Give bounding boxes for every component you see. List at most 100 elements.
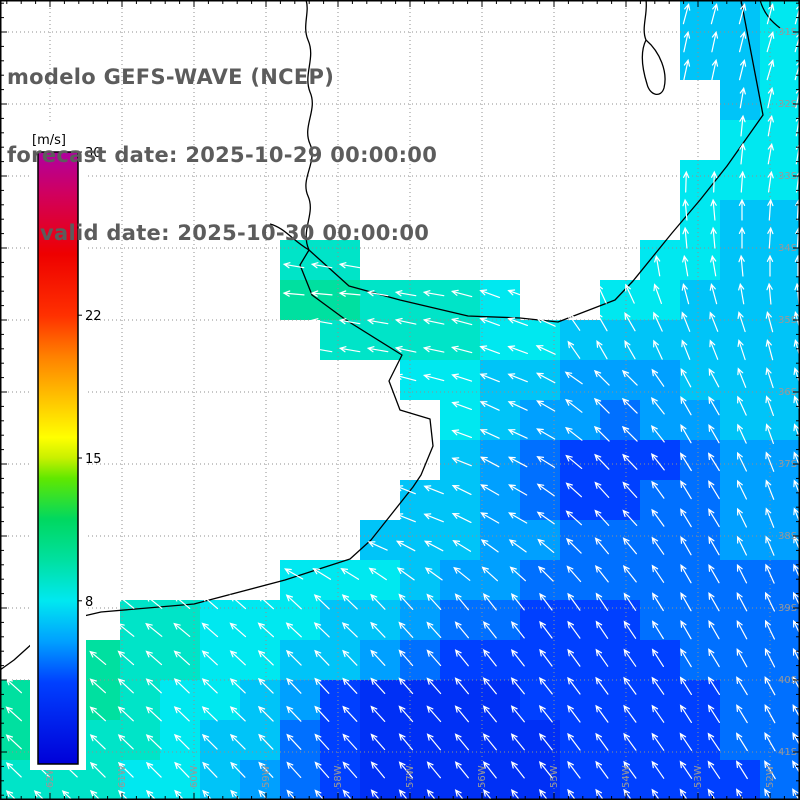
valid-date-line: valid date: 2025-10-30 00:00:00	[40, 221, 430, 245]
heatmap-cell	[680, 240, 720, 280]
heatmap-cell	[720, 640, 760, 680]
heatmap-cell	[600, 400, 640, 440]
heatmap-cell	[720, 520, 760, 560]
wind-arrow	[681, 282, 690, 305]
wind-arrow	[201, 706, 218, 722]
wind-arrow	[736, 535, 747, 556]
wind-arrow	[565, 537, 582, 554]
wind-arrow	[342, 649, 358, 666]
heatmap-cell	[440, 400, 480, 440]
heatmap-cell	[600, 720, 640, 760]
wind-arrow	[623, 592, 637, 611]
wind-arrow	[736, 479, 747, 500]
wind-arrow	[765, 423, 774, 444]
wind-arrow	[61, 790, 73, 800]
wind-arrow	[422, 290, 445, 297]
wind-arrow	[711, 30, 719, 53]
wind-arrow	[622, 453, 638, 470]
heatmap-cell	[760, 200, 800, 240]
heatmap-cell	[80, 760, 120, 800]
wind-arrow	[340, 567, 360, 580]
wind-arrow	[709, 282, 718, 305]
wind-arrow	[426, 649, 442, 667]
heatmap-cell	[200, 680, 240, 720]
wind-arrow	[651, 508, 665, 527]
wind-arrow	[567, 312, 581, 331]
wind-arrow	[766, 59, 775, 81]
wind-arrow	[792, 619, 800, 636]
heatmap-cell	[360, 320, 400, 360]
heatmap-cell	[560, 520, 600, 560]
wind-arrow	[507, 373, 528, 383]
heatmap-cell	[680, 480, 720, 520]
wind-arrow	[454, 677, 469, 695]
wind-arrow	[621, 425, 638, 442]
wind-arrow	[739, 86, 746, 109]
heatmap-cell	[680, 40, 720, 80]
wind-arrow	[338, 346, 361, 353]
wind-arrow	[479, 429, 500, 439]
wind-arrow	[653, 311, 663, 332]
wind-arrow	[370, 621, 386, 638]
wind-arrow	[679, 704, 692, 723]
heatmap-cell	[440, 680, 480, 720]
heatmap-cell	[80, 720, 120, 760]
wind-arrow	[623, 760, 637, 779]
wind-arrow	[739, 170, 746, 193]
wind-arrow	[145, 622, 163, 637]
heatmap-cell	[440, 440, 480, 480]
wind-arrow	[510, 760, 525, 779]
heatmap-cell	[560, 680, 600, 720]
heatmap-cell	[640, 680, 680, 720]
wind-arrow	[539, 620, 553, 639]
wind-arrow	[595, 760, 609, 779]
colorbar-tick-label: 8	[85, 595, 93, 610]
lat-label: 31S	[778, 27, 797, 38]
wind-arrow	[623, 788, 633, 800]
lon-label: 57W	[405, 765, 416, 788]
wind-arrow	[479, 456, 500, 468]
wind-arrow	[708, 480, 720, 500]
wind-arrow	[593, 397, 610, 414]
wind-arrow	[683, 170, 690, 193]
wind-arrow-layer	[5, 2, 800, 800]
wind-arrow	[370, 705, 386, 722]
wind-arrow	[708, 424, 720, 444]
wind-arrow	[565, 510, 582, 526]
lon-label: 62W	[45, 765, 56, 788]
wind-arrow	[736, 591, 748, 612]
wind-arrow	[536, 428, 556, 440]
wind-arrow	[480, 512, 500, 524]
lat-label: 40S	[778, 675, 797, 686]
heatmap-cell	[480, 560, 520, 600]
heatmap-cell	[600, 680, 640, 720]
wind-arrow	[595, 788, 605, 800]
heatmap-cell	[600, 520, 640, 560]
wind-arrow	[117, 594, 135, 609]
heatmap-cell	[720, 120, 760, 160]
wind-arrow	[653, 283, 662, 304]
wind-arrow	[229, 650, 246, 666]
wind-arrow	[145, 594, 163, 609]
wind-arrow	[370, 789, 381, 800]
wind-arrow	[565, 482, 582, 498]
wind-arrow	[679, 452, 692, 472]
heatmap-cell	[720, 720, 760, 760]
heatmap-cell	[760, 320, 800, 360]
wind-arrow	[5, 762, 22, 778]
wind-arrow	[621, 397, 638, 414]
wind-arrow	[680, 424, 692, 444]
wind-arrow	[596, 340, 608, 360]
heatmap-cell	[160, 640, 200, 680]
heatmap-cell	[480, 280, 520, 320]
wind-arrow	[654, 254, 661, 277]
wind-arrow	[314, 761, 330, 779]
wind-arrow	[708, 396, 720, 416]
heatmap-cell	[520, 360, 560, 400]
wind-arrow	[765, 310, 774, 333]
heatmap-cell	[680, 600, 720, 640]
wind-arrow	[510, 788, 521, 800]
heatmap-cell	[120, 600, 160, 640]
wind-arrow	[567, 676, 581, 695]
